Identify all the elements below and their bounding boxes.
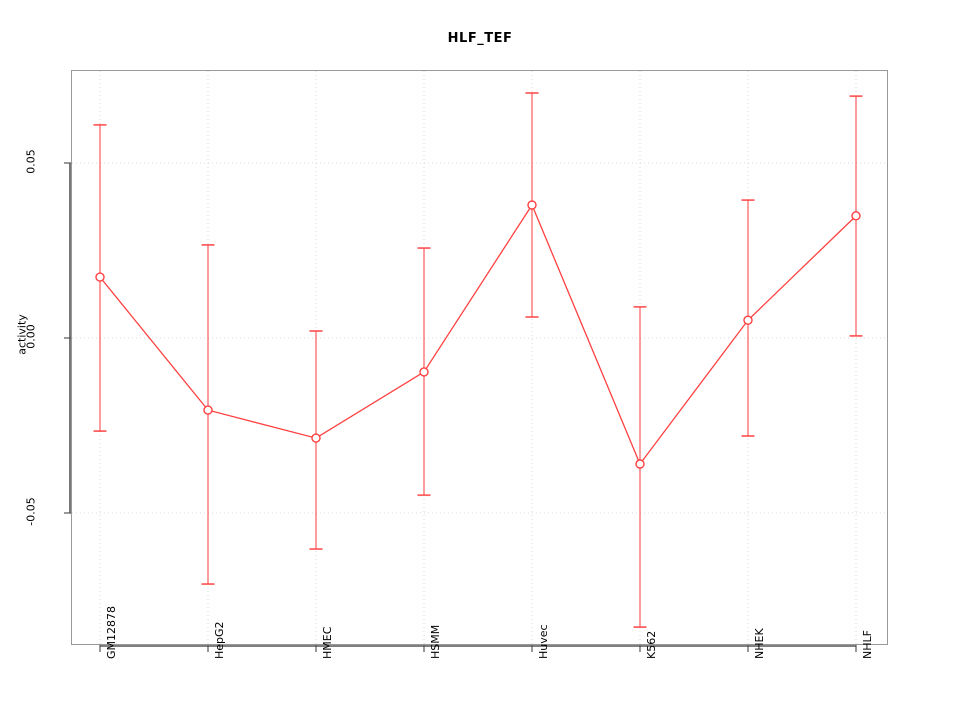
- plot-area: [71, 70, 888, 645]
- y-tick-label-0.05: 0.05: [24, 149, 38, 174]
- x-tick-label-k562: K562: [645, 630, 658, 659]
- y-tick-label-0.00: 0.00: [24, 324, 38, 349]
- chart-title: HLF_TEF: [447, 31, 513, 46]
- x-tick-label-hepg2: HepG2: [213, 621, 226, 659]
- x-tick-label-nhlf: NHLF: [861, 630, 874, 659]
- x-tick-label-huvec: Huvec: [537, 624, 550, 659]
- x-tick-label-nhek: NHEK: [753, 628, 766, 659]
- y-tick-label--0.05: -0.05: [24, 497, 38, 526]
- x-tick-label-hsmm: HSMM: [429, 624, 442, 659]
- x-tick-label-hmec: HMEC: [321, 626, 334, 659]
- x-tick-label-gm12878: GM12878: [105, 605, 118, 659]
